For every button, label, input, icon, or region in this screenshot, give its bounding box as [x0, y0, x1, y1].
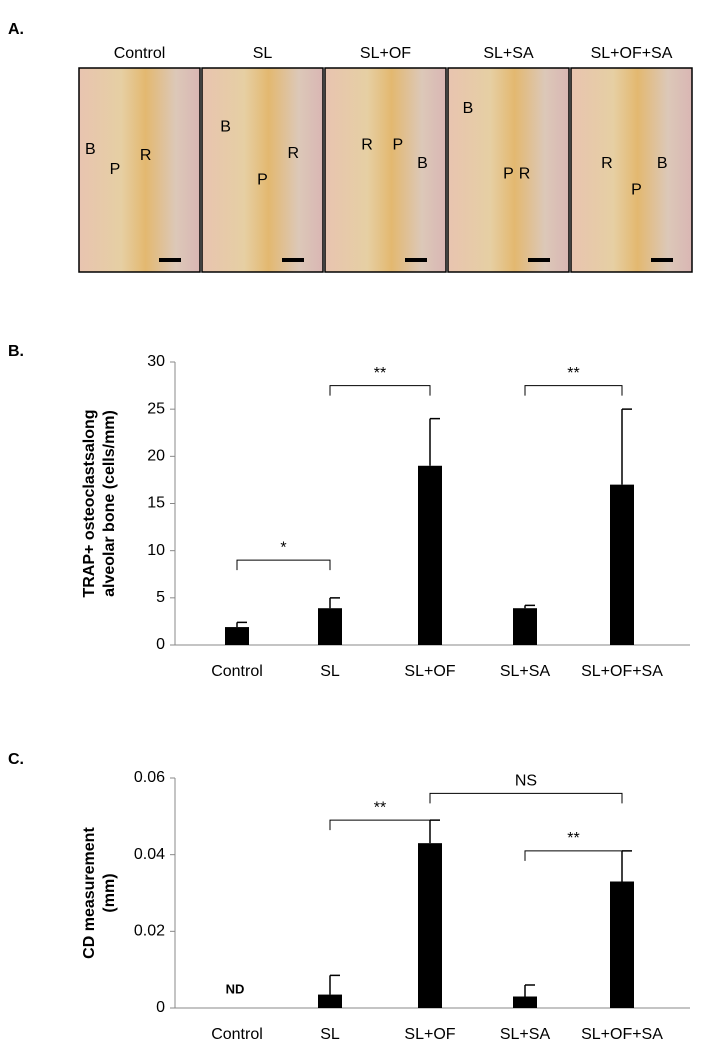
bar — [418, 843, 442, 1008]
region-label: B — [85, 141, 96, 158]
region-label: B — [657, 155, 668, 172]
significance-bracket — [329, 819, 431, 831]
value-label: ND — [226, 981, 245, 996]
y-tick-label: 15 — [147, 495, 165, 512]
x-tick-label: SL+OF — [404, 1026, 455, 1043]
region-label: R — [519, 165, 531, 182]
image-title: SL+SA — [483, 45, 534, 62]
x-tick-label: SL — [320, 663, 340, 680]
bar — [513, 608, 537, 645]
significance-label: NS — [515, 773, 537, 790]
image-title: SL+OF — [360, 45, 411, 62]
x-tick-label: SL+OF — [404, 663, 455, 680]
significance-bracket — [429, 792, 623, 804]
region-label: P — [631, 182, 642, 199]
region-label: P — [503, 165, 514, 182]
bar — [418, 465, 442, 645]
significance-bracket — [329, 385, 431, 396]
region-label: P — [110, 161, 121, 178]
y-tick-label: 10 — [147, 542, 165, 559]
region-label: B — [417, 155, 428, 172]
scale-bar — [528, 258, 550, 262]
bar — [225, 627, 249, 645]
error-bar — [429, 417, 440, 466]
significance-bracket — [236, 559, 331, 571]
panel-label: B. — [8, 343, 24, 360]
bar — [610, 484, 634, 645]
error-bar — [329, 974, 340, 995]
x-tick-label: SL+SA — [500, 1026, 551, 1043]
bar — [318, 608, 342, 645]
y-tick-label: 25 — [147, 400, 165, 417]
x-tick-label: Control — [211, 663, 263, 680]
x-tick-label: SL+SA — [500, 663, 551, 680]
scale-bar — [405, 258, 427, 262]
error-bar — [329, 597, 340, 609]
histology-image — [570, 67, 693, 273]
bar — [610, 881, 634, 1008]
x-tick-label: Control — [211, 1026, 263, 1043]
y-axis-label: CD measurement — [81, 827, 98, 959]
bar — [318, 994, 342, 1008]
y-tick-label: 0 — [156, 636, 165, 653]
error-bar — [429, 819, 440, 844]
significance-label: ** — [567, 365, 579, 382]
region-label: R — [601, 155, 613, 172]
significance-label: ** — [567, 830, 579, 847]
scale-bar — [651, 258, 673, 262]
y-tick-label: 0.02 — [134, 923, 165, 940]
y-axis-label: (mm) — [101, 873, 118, 912]
y-tick-label: 30 — [147, 353, 165, 370]
significance-label: * — [280, 539, 286, 556]
bar — [513, 996, 537, 1008]
error-bar — [236, 621, 247, 628]
significance-bracket — [524, 385, 623, 396]
image-title: SL+OF+SA — [591, 45, 673, 62]
histology-image — [324, 67, 447, 273]
x-tick-label: SL+OF+SA — [581, 1026, 663, 1043]
region-label: R — [287, 145, 299, 162]
y-tick-label: 0.06 — [134, 769, 165, 786]
y-tick-label: 0 — [156, 999, 165, 1016]
x-tick-label: SL — [320, 1026, 340, 1043]
panel-label: C. — [8, 751, 24, 768]
y-tick-label: 5 — [156, 589, 165, 606]
region-label: R — [140, 147, 152, 164]
panel-label: A. — [8, 21, 24, 38]
error-bar — [621, 850, 632, 882]
y-axis-label: alveolar bone (cells/mm) — [101, 410, 118, 597]
region-label: B — [463, 100, 474, 117]
region-label: B — [220, 118, 231, 135]
scale-bar — [159, 258, 181, 262]
image-title: Control — [114, 45, 166, 62]
error-bar — [621, 408, 632, 485]
error-bar — [524, 984, 535, 997]
region-label: R — [361, 137, 373, 154]
region-label: P — [257, 171, 268, 188]
error-bar — [524, 604, 535, 609]
significance-bracket — [524, 850, 623, 861]
significance-label: ** — [374, 799, 386, 816]
scale-bar — [282, 258, 304, 262]
histology-image — [447, 67, 570, 273]
histology-image — [201, 67, 324, 273]
significance-label: ** — [374, 365, 386, 382]
image-title: SL — [253, 45, 273, 62]
x-tick-label: SL+OF+SA — [581, 663, 663, 680]
histology-image — [78, 67, 201, 273]
region-label: P — [392, 137, 403, 154]
y-tick-label: 20 — [147, 448, 165, 465]
y-tick-label: 0.04 — [134, 846, 165, 863]
y-axis-label: TRAP+ osteoclastsalong — [81, 409, 98, 597]
